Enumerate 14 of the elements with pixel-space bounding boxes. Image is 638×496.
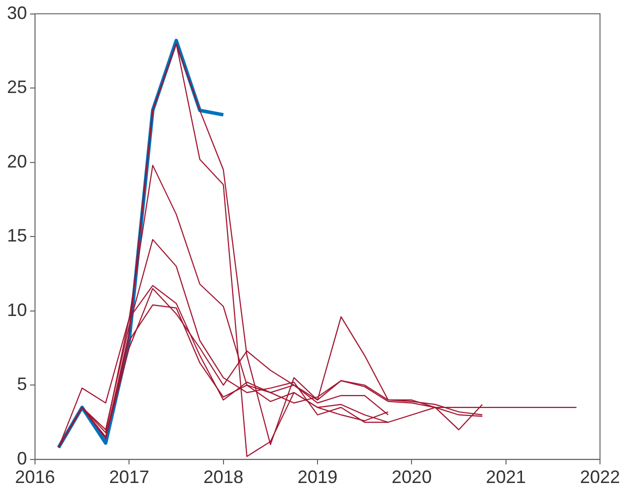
y-tick-label: 15 (6, 226, 28, 246)
y-tick-label: 5 (17, 374, 28, 394)
x-tick-label: 2018 (203, 467, 244, 488)
y-tick-label: 30 (6, 2, 28, 23)
y-tick-label: 20 (6, 151, 28, 172)
x-tick-label: 2020 (392, 467, 432, 488)
x-tick-label: 2016 (15, 467, 56, 488)
y-tick-label: 25 (6, 77, 28, 98)
x-tick-label: 2021 (486, 467, 526, 488)
y-tick-label: 10 (6, 300, 28, 320)
x-tick-label: 2017 (109, 467, 150, 488)
y-tick-label: 0 (17, 448, 28, 468)
x-tick-label: 2022 (580, 467, 620, 488)
x-tick-label: 2019 (297, 467, 338, 488)
